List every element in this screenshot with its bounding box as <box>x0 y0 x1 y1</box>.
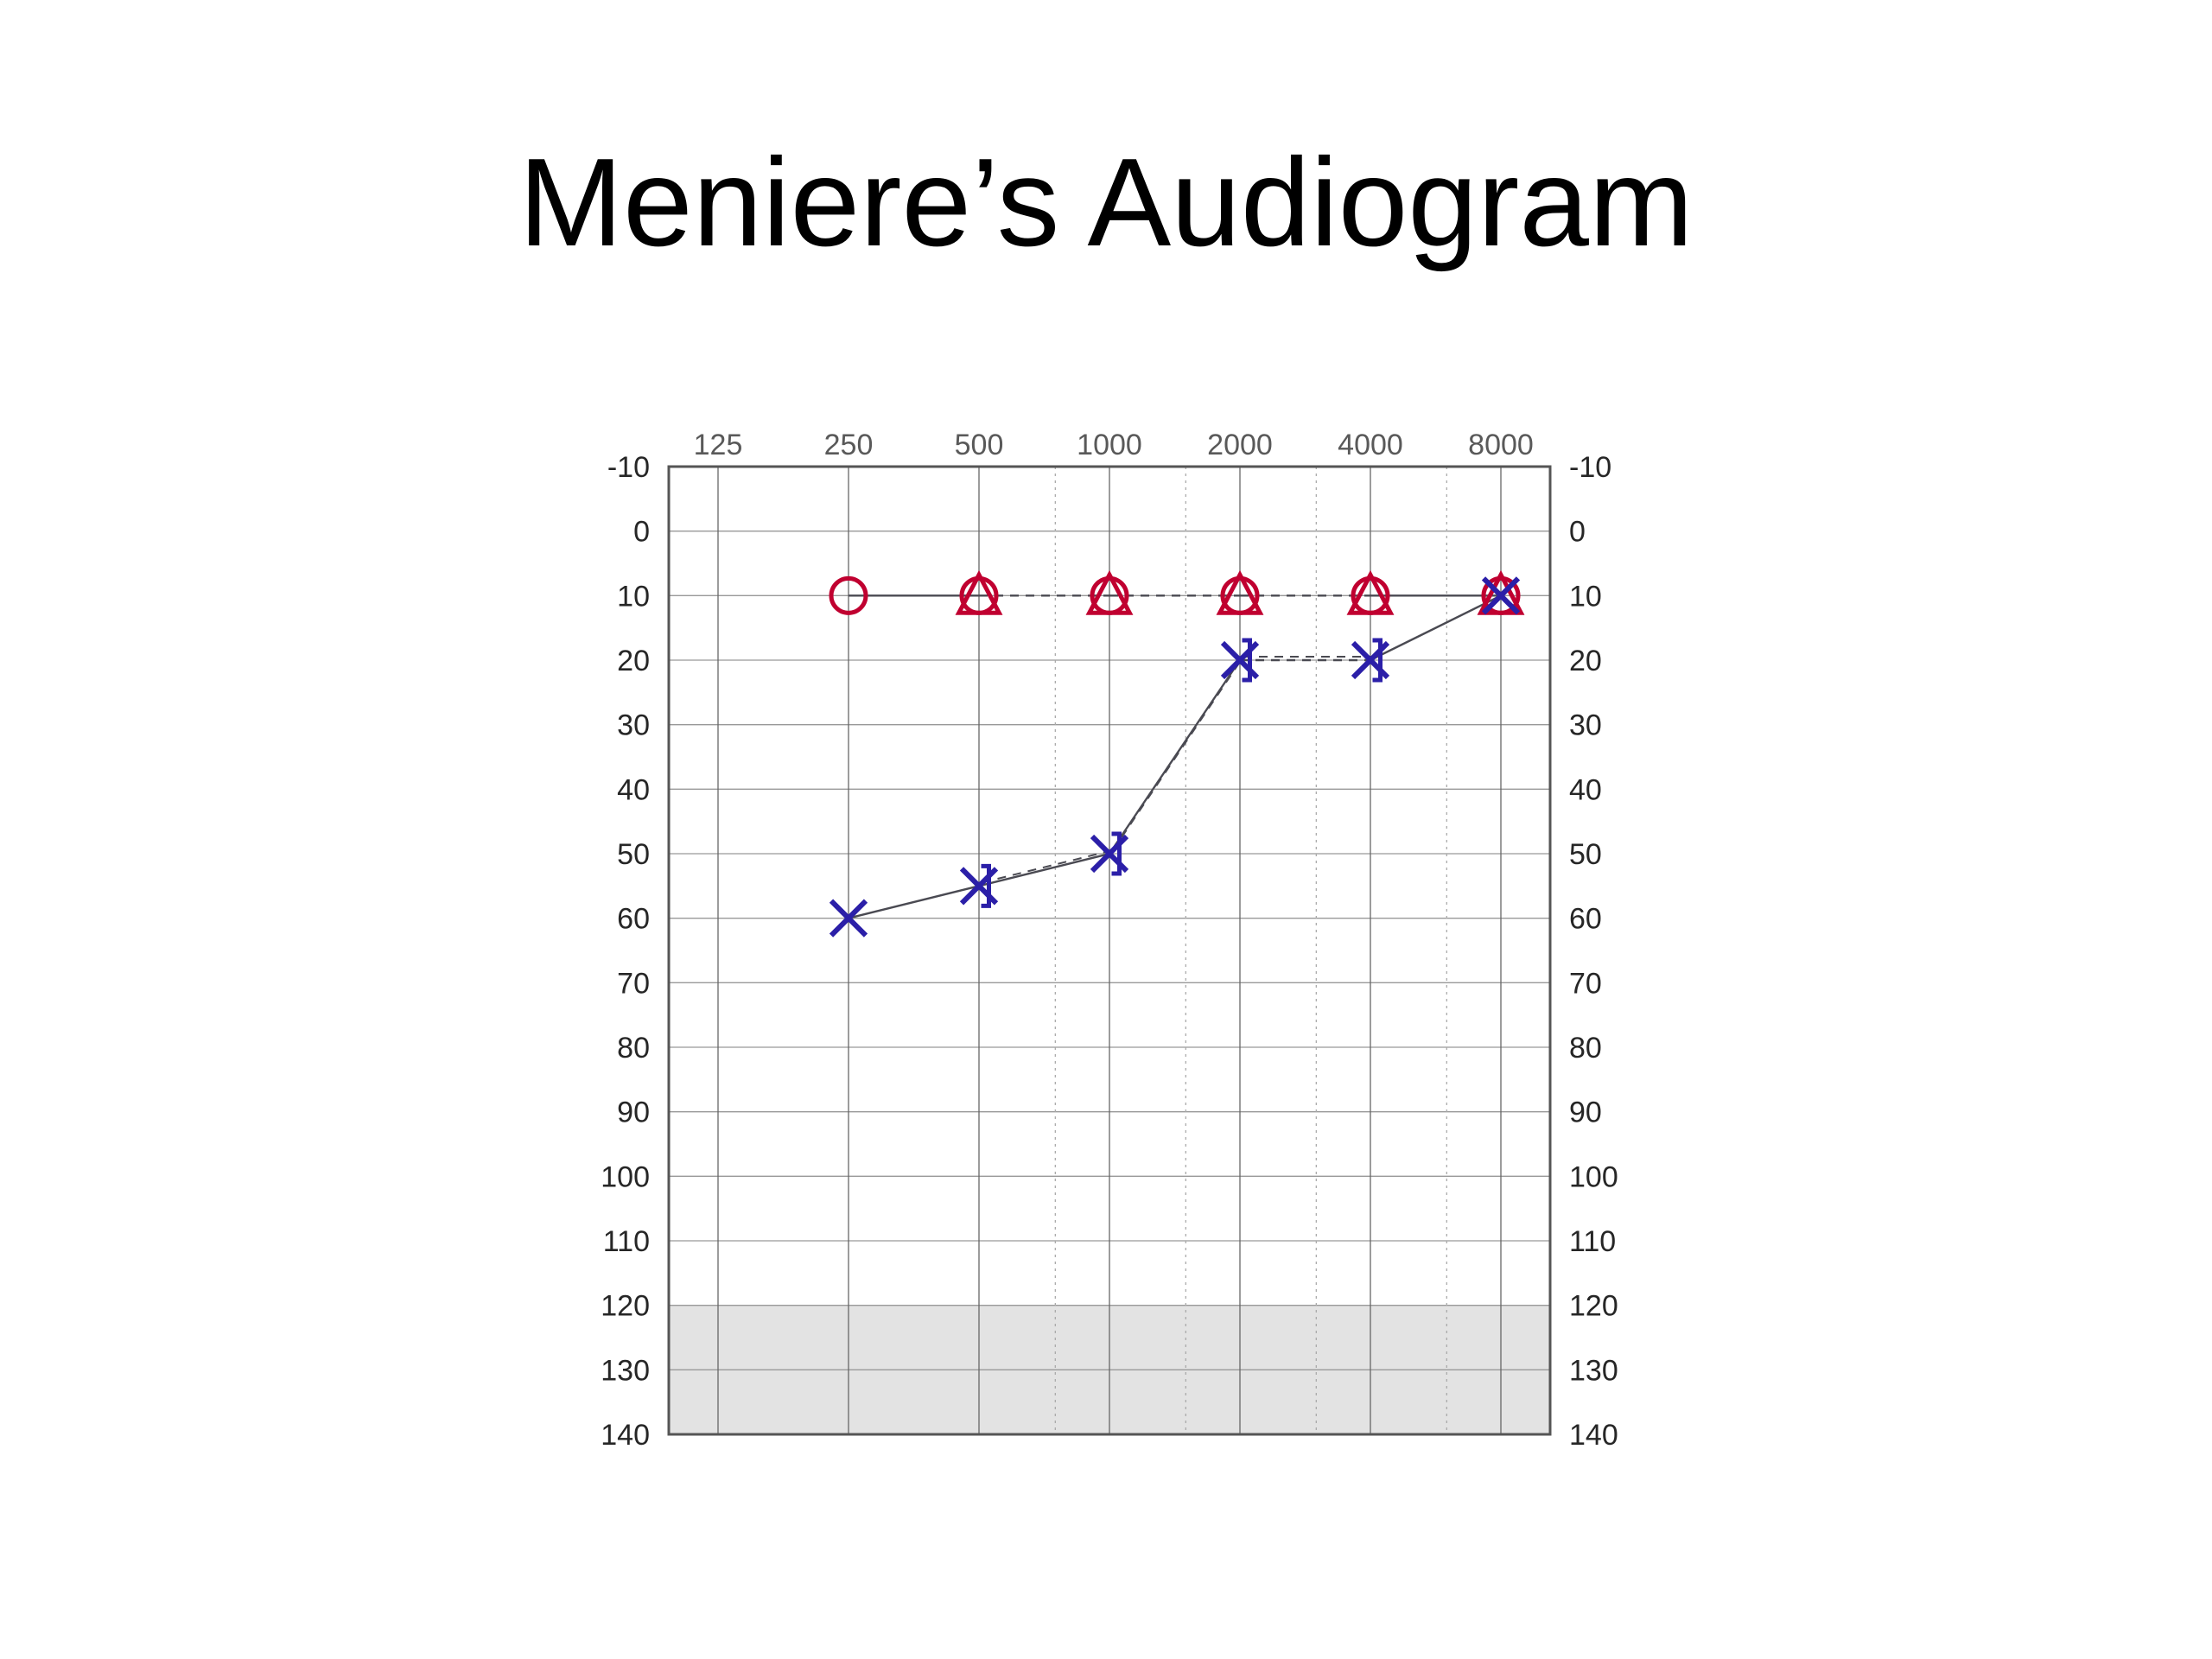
svg-text:40: 40 <box>617 773 650 806</box>
svg-text:100: 100 <box>601 1160 650 1193</box>
svg-text:10: 10 <box>617 580 650 613</box>
svg-text:70: 70 <box>617 967 650 1000</box>
svg-text:130: 130 <box>1569 1354 1618 1387</box>
svg-text:10: 10 <box>1569 580 1602 613</box>
svg-text:130: 130 <box>601 1354 650 1387</box>
svg-text:80: 80 <box>617 1032 650 1065</box>
svg-text:250: 250 <box>824 429 874 461</box>
svg-text:-10: -10 <box>1569 451 1611 484</box>
svg-text:40: 40 <box>1569 773 1602 806</box>
svg-text:60: 60 <box>617 903 650 936</box>
svg-text:120: 120 <box>1569 1290 1618 1323</box>
svg-text:90: 90 <box>617 1096 650 1129</box>
svg-text:110: 110 <box>603 1225 650 1258</box>
svg-text:0: 0 <box>633 516 650 549</box>
svg-text:125: 125 <box>694 429 743 461</box>
svg-text:100: 100 <box>1569 1160 1618 1193</box>
svg-text:30: 30 <box>617 709 650 742</box>
svg-text:8000: 8000 <box>1468 429 1534 461</box>
svg-text:70: 70 <box>1569 967 1602 1000</box>
svg-text:500: 500 <box>955 429 1004 461</box>
svg-text:50: 50 <box>1569 838 1602 871</box>
svg-text:0: 0 <box>1569 516 1586 549</box>
svg-text:20: 20 <box>617 645 650 677</box>
svg-text:30: 30 <box>1569 709 1602 742</box>
svg-text:2000: 2000 <box>1207 429 1273 461</box>
svg-text:4000: 4000 <box>1338 429 1403 461</box>
svg-text:120: 120 <box>601 1290 650 1323</box>
svg-text:-10: -10 <box>607 451 650 484</box>
svg-text:90: 90 <box>1569 1096 1602 1129</box>
svg-text:140: 140 <box>601 1419 650 1452</box>
svg-text:80: 80 <box>1569 1032 1602 1065</box>
svg-text:20: 20 <box>1569 645 1602 677</box>
svg-text:1000: 1000 <box>1077 429 1142 461</box>
svg-text:50: 50 <box>617 838 650 871</box>
svg-text:110: 110 <box>1569 1225 1616 1258</box>
svg-text:60: 60 <box>1569 903 1602 936</box>
svg-text:140: 140 <box>1569 1419 1618 1452</box>
